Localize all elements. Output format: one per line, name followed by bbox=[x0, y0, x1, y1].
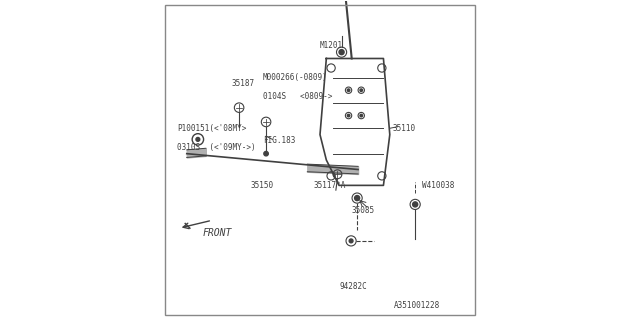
Circle shape bbox=[355, 196, 360, 201]
Text: M1201: M1201 bbox=[320, 41, 343, 50]
Text: FIG.183: FIG.183 bbox=[263, 136, 295, 146]
Text: 0104S   <0809->: 0104S <0809-> bbox=[263, 92, 332, 101]
Text: M000266(-0809): M000266(-0809) bbox=[263, 73, 328, 82]
Circle shape bbox=[339, 50, 344, 55]
Text: 35117*A: 35117*A bbox=[314, 181, 346, 190]
Text: P100151(<'08MY>: P100151(<'08MY> bbox=[177, 124, 246, 133]
Text: 35150: 35150 bbox=[250, 181, 273, 190]
Circle shape bbox=[349, 239, 353, 243]
Text: W410038: W410038 bbox=[422, 181, 454, 190]
Circle shape bbox=[348, 114, 350, 117]
Circle shape bbox=[360, 114, 362, 117]
Text: 0310S  (<'09MY->): 0310S (<'09MY->) bbox=[177, 143, 256, 152]
Text: A351001228: A351001228 bbox=[394, 301, 440, 310]
Text: 94282C: 94282C bbox=[339, 282, 367, 292]
Circle shape bbox=[348, 89, 350, 92]
Text: 35187: 35187 bbox=[231, 79, 254, 88]
Circle shape bbox=[196, 138, 200, 141]
Circle shape bbox=[413, 202, 418, 207]
Text: FRONT: FRONT bbox=[203, 228, 232, 238]
Text: 35110: 35110 bbox=[393, 124, 416, 133]
Circle shape bbox=[264, 151, 268, 156]
Circle shape bbox=[360, 89, 362, 92]
Text: 35085: 35085 bbox=[352, 206, 375, 215]
